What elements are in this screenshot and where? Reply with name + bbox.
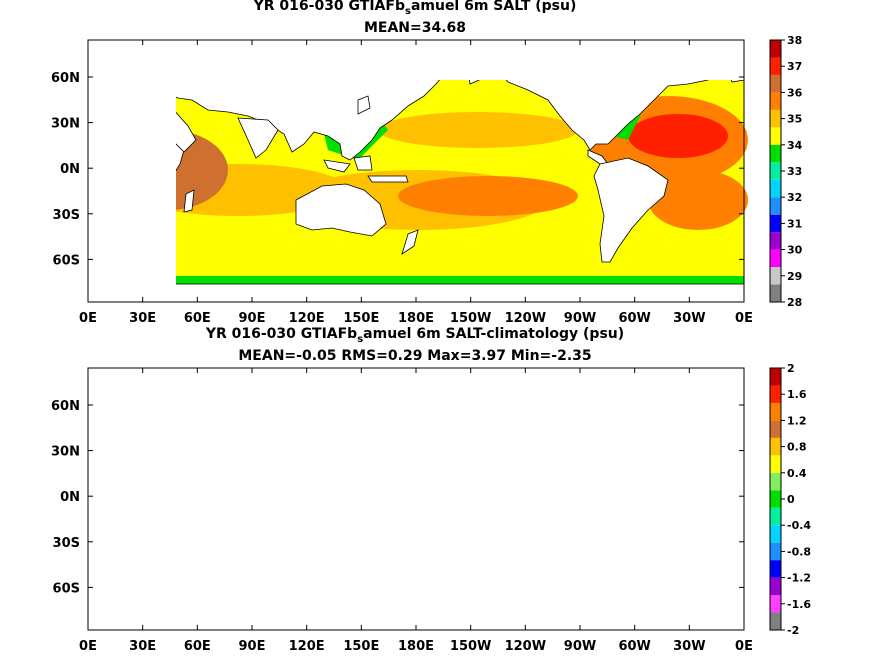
colorbar-swatch [770, 267, 781, 285]
colorbar-label: 37 [787, 60, 802, 73]
colorbar-label: 28 [787, 296, 802, 309]
colorbar-swatch [770, 402, 781, 421]
colorbar-label: 38 [787, 34, 802, 47]
colorbar-swatch [770, 577, 781, 596]
x-tick-label: 180E [398, 639, 434, 654]
colorbar-swatch [770, 109, 781, 128]
x-tick-label: 90E [239, 311, 266, 326]
colorbar-swatch [770, 162, 781, 180]
colorbar-swatch [770, 490, 781, 508]
x-tick-label: 30E [129, 311, 156, 326]
x-tick-label: 0E [735, 639, 753, 654]
y-tick-label: 60S [53, 581, 80, 596]
colorbar-label: 36 [787, 86, 803, 99]
colorbar-swatch [770, 437, 781, 456]
panel1-stats: MEAN=34.68 [363, 20, 467, 36]
y-tick-label: 60S [53, 253, 80, 268]
colorbar-swatch [770, 127, 781, 145]
y-tick-label: 30N [51, 117, 80, 132]
x-tick-label: 150E [343, 639, 379, 654]
colorbar-swatch [770, 560, 781, 578]
panel1-title: YR 016-030 GTIAFbsamuel 6m SALT (psu) [253, 0, 577, 17]
colorbar-label: 0.4 [787, 467, 807, 480]
colorbar-swatch [770, 420, 781, 438]
x-tick-label: 120W [505, 311, 546, 326]
x-tick-label: 180E [398, 311, 434, 326]
colorbar-swatch [770, 214, 781, 233]
colorbar-label: 35 [787, 113, 802, 126]
colorbar-label: -0.8 [787, 545, 811, 558]
colorbar-label: -1.6 [787, 598, 811, 611]
colorbar-label: 31 [787, 217, 802, 230]
colorbar-swatch [770, 74, 781, 93]
colorbar-swatch [770, 197, 781, 215]
colorbar-swatch [770, 232, 781, 250]
colorbar-label: -0.4 [787, 519, 811, 532]
colorbar-swatch [770, 249, 781, 268]
y-tick-label: 0N [60, 162, 80, 177]
y-tick-label: 0N [60, 490, 80, 505]
colorbar-label: 2 [787, 362, 795, 375]
colorbar-swatch [770, 525, 781, 543]
colorbar-swatch [770, 144, 781, 163]
colorbar-swatch [770, 612, 781, 630]
x-tick-label: 30W [673, 639, 705, 654]
x-tick-label: 90W [564, 639, 596, 654]
colorbar-label: 1.6 [787, 388, 807, 401]
colorbar-label: 0.8 [787, 441, 807, 454]
colorbar-swatch [770, 385, 781, 403]
x-tick-label: 60W [618, 639, 650, 654]
x-tick-label: 120E [289, 311, 325, 326]
x-tick-label: 120E [289, 639, 325, 654]
panel2-title: YR 016-030 GTIAFbsamuel 6m SALT-climatol… [205, 326, 625, 345]
colorbar-label: 0 [787, 493, 795, 506]
x-tick-label: 30W [673, 311, 705, 326]
colorbar-label: 29 [787, 270, 802, 283]
colorbar-label: 34 [787, 139, 803, 152]
colorbar-label: 32 [787, 191, 802, 204]
x-tick-label: 120W [505, 639, 546, 654]
colorbar-label: -2 [787, 624, 799, 637]
x-tick-label: 30E [129, 639, 156, 654]
colorbar-swatch [770, 595, 781, 613]
y-tick-label: 30N [51, 445, 80, 460]
y-tick-label: 30S [53, 536, 80, 551]
panel2-stats: MEAN=-0.05 RMS=0.29 Max=3.97 Min=-2.35 [238, 348, 592, 364]
x-tick-label: 150W [450, 639, 491, 654]
colorbar-swatch [770, 472, 781, 491]
colorbar-swatch [770, 368, 781, 386]
anomaly-map [88, 368, 744, 630]
colorbar-swatch [770, 40, 781, 58]
x-tick-label: 150W [450, 311, 491, 326]
x-tick-label: 60E [184, 311, 211, 326]
y-tick-label: 60N [51, 399, 80, 414]
colorbar-swatch [770, 179, 781, 198]
y-tick-label: 60N [51, 71, 80, 86]
colorbar-swatch [770, 57, 781, 75]
x-tick-label: 90E [239, 639, 266, 654]
x-tick-label: 150E [343, 311, 379, 326]
colorbar-swatch [770, 542, 781, 561]
colorbar-swatch [770, 507, 781, 526]
colorbar-label: 30 [787, 244, 803, 257]
x-tick-label: 0E [79, 311, 97, 326]
colorbar-swatch [770, 455, 781, 473]
colorbar-label: 1.2 [787, 414, 807, 427]
colorbar-label: -1.2 [787, 572, 811, 585]
y-tick-label: 30S [53, 208, 80, 223]
colorbar-swatch [770, 92, 781, 110]
x-tick-label: 0E [735, 311, 753, 326]
colorbar-swatch [770, 284, 781, 302]
x-tick-label: 0E [79, 639, 97, 654]
x-tick-label: 60W [618, 311, 650, 326]
x-tick-label: 60E [184, 639, 211, 654]
salinity-map [176, 80, 748, 303]
colorbar-label: 33 [787, 165, 802, 178]
x-tick-label: 90W [564, 311, 596, 326]
